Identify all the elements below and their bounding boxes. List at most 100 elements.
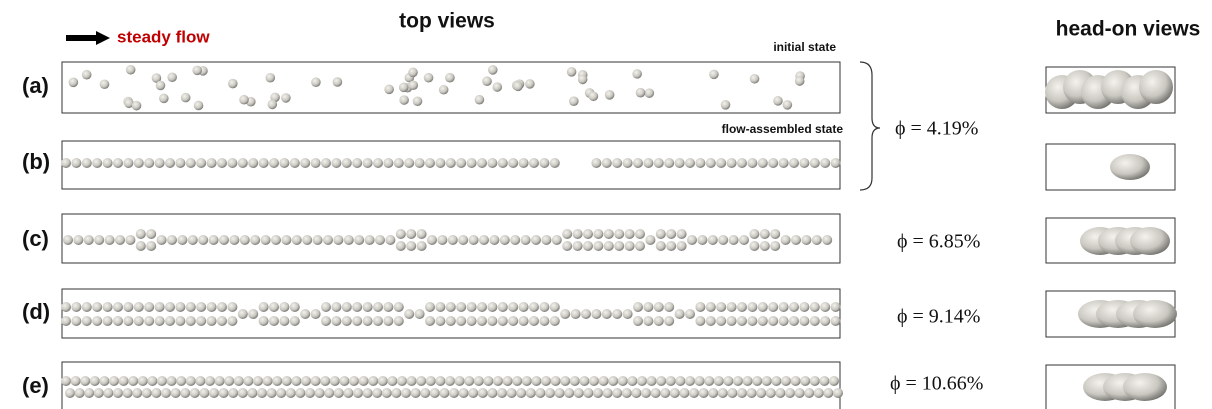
particle xyxy=(301,376,311,386)
particle xyxy=(93,388,104,398)
particle xyxy=(770,241,781,251)
particle xyxy=(393,302,404,312)
particle xyxy=(71,316,82,326)
particle xyxy=(321,158,331,168)
particle xyxy=(704,376,715,386)
particle xyxy=(239,235,250,245)
particle xyxy=(260,235,271,245)
particle xyxy=(687,235,697,245)
particle xyxy=(572,241,583,251)
particle xyxy=(217,316,227,326)
particle xyxy=(239,94,249,105)
particle xyxy=(248,158,259,168)
particle xyxy=(749,229,760,239)
particle xyxy=(737,316,747,326)
particle xyxy=(645,235,656,245)
top-view-box xyxy=(61,61,841,114)
particle xyxy=(633,158,643,168)
particle xyxy=(593,388,603,398)
particle xyxy=(510,235,521,245)
particle xyxy=(550,376,561,386)
particle xyxy=(258,302,269,312)
particle xyxy=(205,376,215,386)
particle xyxy=(477,388,488,398)
particle xyxy=(70,376,81,386)
particle xyxy=(404,309,415,319)
particle xyxy=(637,376,647,386)
particle xyxy=(156,235,167,245)
particle xyxy=(102,158,113,168)
particle xyxy=(632,69,642,79)
particle xyxy=(333,388,344,398)
particle xyxy=(227,316,238,326)
particle xyxy=(820,158,831,168)
particle xyxy=(408,80,419,91)
particle xyxy=(508,316,519,326)
particle xyxy=(185,158,196,168)
particle xyxy=(549,302,560,312)
head-on-title: head-on views xyxy=(1056,18,1201,41)
particle xyxy=(237,388,248,398)
particle xyxy=(512,376,523,386)
particle xyxy=(591,309,602,319)
particle xyxy=(131,100,142,111)
particle xyxy=(385,235,396,245)
particle xyxy=(757,316,768,326)
particle xyxy=(375,235,385,245)
particle xyxy=(445,302,456,312)
particle xyxy=(113,388,123,398)
particle xyxy=(474,94,485,105)
particle xyxy=(695,316,706,326)
particle xyxy=(583,388,594,398)
particle xyxy=(653,158,664,168)
particle xyxy=(508,158,519,168)
particle xyxy=(266,388,277,398)
particle xyxy=(133,158,144,168)
particle xyxy=(151,388,162,398)
particle xyxy=(549,316,560,326)
particle xyxy=(146,229,157,239)
particle xyxy=(435,316,446,326)
particle xyxy=(206,302,217,312)
particle xyxy=(435,376,446,386)
particle xyxy=(665,376,676,386)
particle xyxy=(144,316,155,326)
particle xyxy=(233,376,244,386)
particle xyxy=(258,316,269,326)
particle xyxy=(664,158,675,168)
particle xyxy=(99,79,110,90)
particle xyxy=(830,158,841,168)
particle xyxy=(785,388,795,398)
particle xyxy=(577,74,588,85)
particle xyxy=(373,316,383,326)
particle xyxy=(579,376,590,386)
particle xyxy=(343,235,354,245)
particle xyxy=(395,229,406,239)
particle xyxy=(269,316,279,326)
particle xyxy=(477,158,487,168)
particle xyxy=(1139,70,1173,104)
particle xyxy=(483,376,494,386)
particle xyxy=(809,302,820,312)
particle xyxy=(311,77,321,88)
particle xyxy=(321,316,331,326)
particle xyxy=(603,229,614,239)
particle xyxy=(199,388,210,398)
particle xyxy=(281,376,292,386)
particle xyxy=(487,158,498,168)
particle xyxy=(314,388,325,398)
particle xyxy=(445,72,455,83)
particle xyxy=(641,388,651,398)
particle xyxy=(427,235,437,245)
particle xyxy=(289,158,300,168)
particle xyxy=(635,229,645,239)
particle xyxy=(196,302,207,312)
particle xyxy=(289,316,300,326)
particle xyxy=(81,158,92,168)
particle xyxy=(656,376,667,386)
particle xyxy=(99,376,110,386)
particle xyxy=(819,376,830,386)
particle xyxy=(541,235,552,245)
particle xyxy=(612,158,623,168)
panel-label: (a) xyxy=(22,73,49,98)
